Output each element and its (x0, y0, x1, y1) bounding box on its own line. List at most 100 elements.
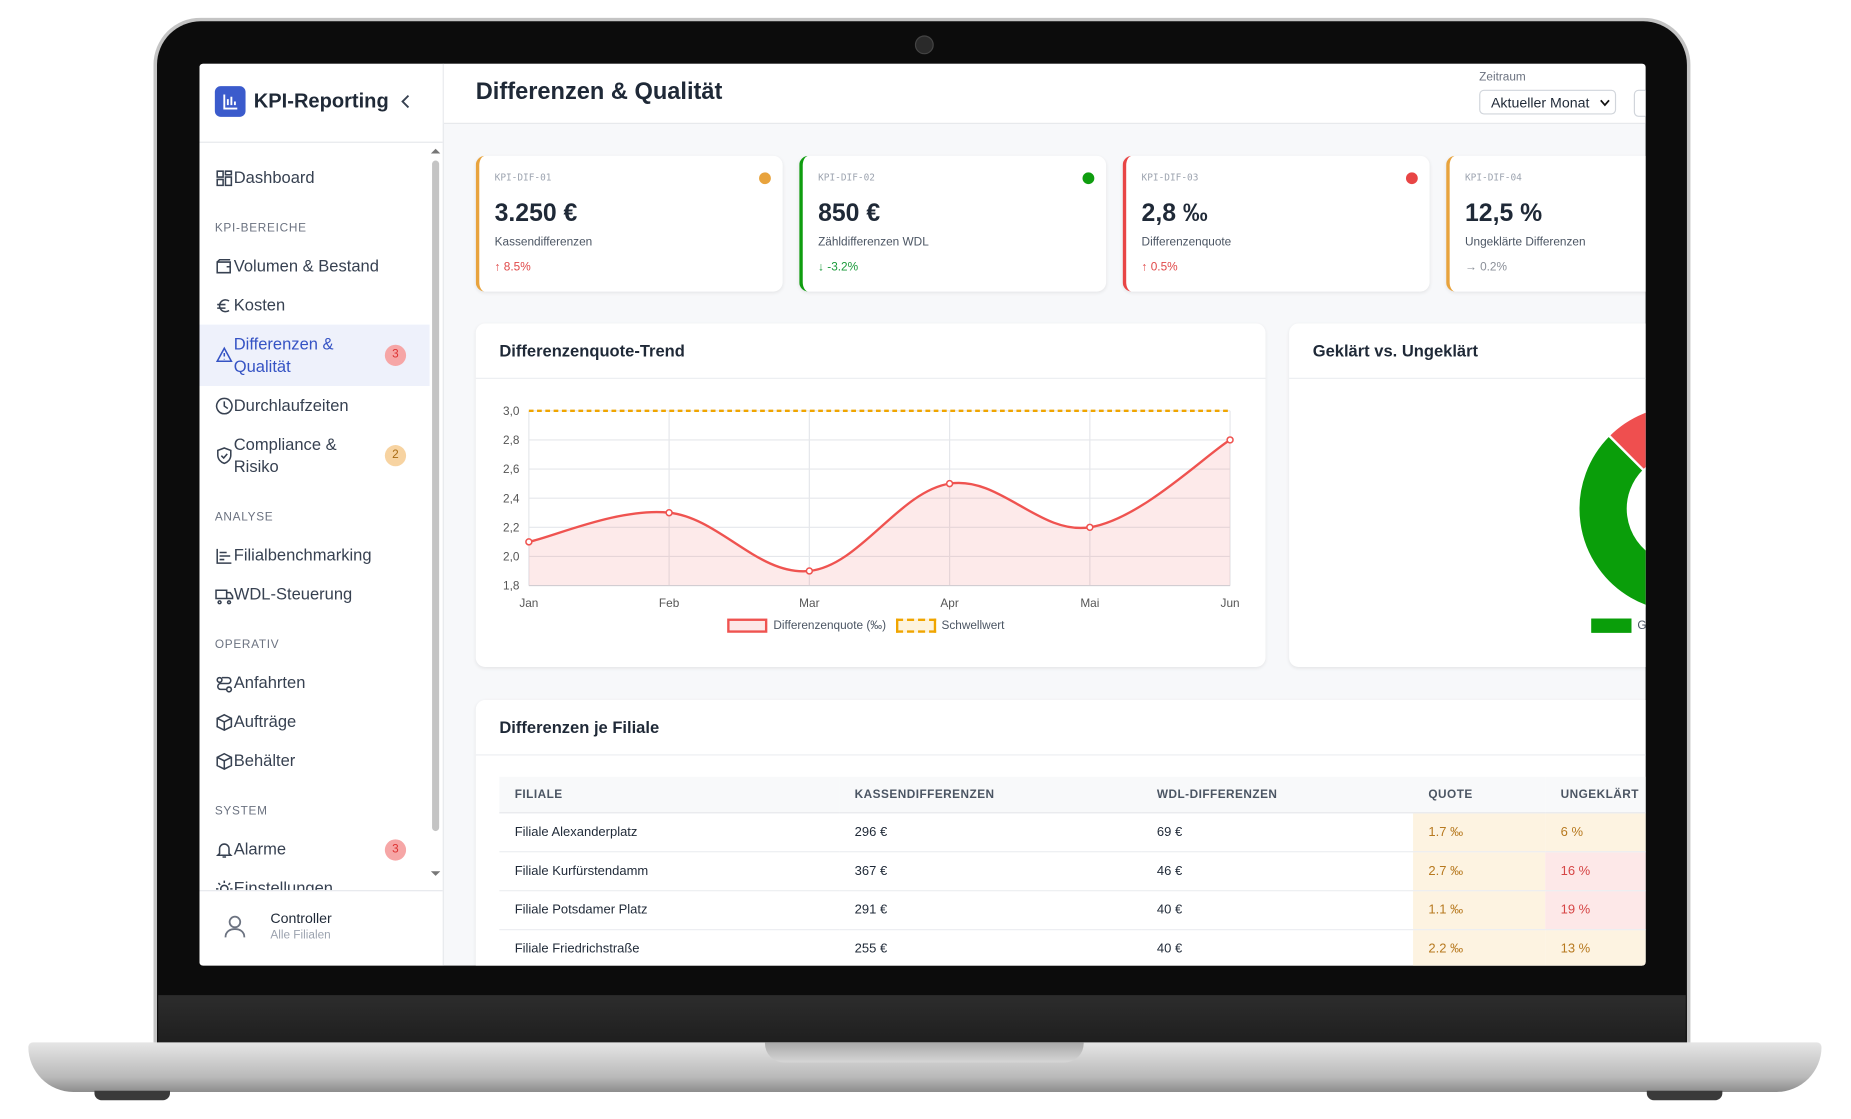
branch-table: FILIALE KASSENDIFFERENZEN WDL-DIFFERENZEN Q… (499, 776, 1646, 966)
kpi-change: ↑ 0.5% (1141, 260, 1178, 274)
table-row[interactable]: Filiale Potsdamer Platz 291 €40 €1.1 ‰ 19 … (499, 890, 1646, 931)
nav-icon (216, 752, 233, 770)
table-cell: 255 € (839, 929, 1142, 966)
legend-label: Differenzenquote (‰) (773, 619, 887, 633)
legend-label: Geklärt (1637, 619, 1645, 632)
nav-badge: 3 (384, 344, 407, 366)
icon-shape (215, 397, 233, 414)
table-cell: 19 % (1545, 890, 1646, 931)
nav-item[interactable]: Anfahrten (200, 663, 430, 702)
icon-shape (216, 676, 233, 692)
line-chart: 1,8 2,0 2,2 2,4 2,6 2,8 3,0 Jan Feb Mar Apr Mai Jun (503, 404, 1240, 610)
nav-icon (215, 588, 234, 604)
nav-item[interactable]: Kosten (200, 286, 430, 325)
nav-item[interactable]: Alarme 3 (200, 830, 430, 869)
second-filter[interactable] (1633, 89, 1646, 117)
table-row[interactable]: Filiale Alexanderplatz 296 €69 €1.7 ‰ 6 % (499, 812, 1646, 853)
y-tick-label: 2,8 (503, 433, 520, 447)
scroll-down[interactable] (430, 869, 441, 878)
nav-label: Aufträge (233, 711, 297, 731)
icon-shape (215, 588, 234, 604)
icon-shape (216, 752, 233, 770)
table-cell: 2.2 ‰ (1413, 929, 1546, 966)
table-header: FILIALE KASSENDIFFERENZEN WDL-DIFFERENZEN Q… (499, 776, 1646, 814)
user-icon (224, 915, 246, 938)
data-point (525, 538, 533, 546)
nav-item[interactable]: Compliance & Risiko 2 (200, 425, 430, 486)
brand-glyph (223, 94, 238, 110)
camera (914, 35, 934, 55)
brand: KPI-Reporting (199, 64, 443, 143)
nav-section-title: SYSTEM (214, 805, 268, 819)
nav-label: WDL-Steuerung (233, 584, 353, 604)
brand-name: KPI-Reporting (253, 89, 389, 113)
nav-icon (215, 346, 233, 363)
nav-item[interactable]: Aufträge (200, 702, 430, 741)
kpi-label: Differenzenquote (1141, 236, 1232, 250)
nav-item[interactable]: Volumen & Bestand (200, 247, 430, 286)
period-select[interactable]: Aktueller Monat (1479, 89, 1617, 115)
kpi-card: KPI-DIF-04 12,5 % Ungeklärte Differenzen → … (1446, 155, 1646, 292)
collapse-button[interactable] (398, 92, 415, 111)
table-cell: 16 % (1545, 851, 1646, 892)
table-cell: 1.1 ‰ (1413, 890, 1546, 931)
kpi-status-dot (1405, 172, 1418, 185)
nav-item[interactable]: Einstellungen (200, 869, 430, 891)
icon-shape (216, 713, 233, 731)
kpi-value: 850 € (818, 199, 881, 227)
page-title: Differenzen & Qualität (475, 79, 723, 106)
legend-entry[interactable]: Differenzenquote (‰) (727, 618, 887, 633)
nav: Dashboard KPI-BEREICHE Volumen & Bestand Ko… (199, 142, 430, 891)
table-row[interactable]: Filiale Friedrichstraße 255 €40 €2.2 ‰ 13 … (499, 929, 1646, 966)
table-cell: 2.7 ‰ (1413, 851, 1546, 892)
legend-entry[interactable]: Geklärt (1591, 618, 1646, 633)
nav-item[interactable]: Durchlaufzeiten (200, 386, 430, 425)
donut-slice (1577, 433, 1646, 608)
table-cell: Filiale Alexanderplatz (499, 812, 840, 853)
screen: KPI-Reporting Dashboard KPI-BEREICHE Volum… (199, 63, 1646, 966)
data-point (805, 567, 814, 575)
legend-swatch (1591, 618, 1632, 633)
scroll-thumb[interactable] (432, 160, 440, 832)
table-cell: 367 € (839, 851, 1142, 892)
header: Differenzen & Qualität Zeitraum Aktuelle… (443, 63, 1646, 124)
kpi-status-dot (759, 172, 771, 185)
icon-shape (215, 842, 233, 858)
laptop-hinge (158, 995, 1686, 1045)
nav-icon (216, 258, 231, 273)
x-tick-label: Mai (1080, 596, 1099, 610)
kpi-label: Ungeklärte Differenzen (1465, 236, 1586, 250)
table-cell: 40 € (1141, 929, 1414, 966)
area (528, 439, 1231, 586)
legend-label: Schwellwert (941, 619, 1005, 633)
y-tick-label: 2,4 (503, 491, 520, 505)
x-tick-label: Jan (519, 596, 538, 610)
card-title: Differenzen je Filiale (499, 717, 660, 737)
select-caret (1600, 99, 1610, 107)
nav-item[interactable]: Filialbenchmarking (200, 536, 430, 575)
donut-slice (1607, 410, 1646, 473)
legend-entry[interactable]: Schwellwert (895, 618, 1005, 633)
column-header: KASSENDIFFERENZEN (839, 776, 1142, 814)
column-header: FILIALE (499, 776, 840, 814)
icon-shape (216, 258, 231, 273)
nav-item[interactable]: Dashboard (200, 158, 430, 197)
nav-section-title: OPERATIV (214, 638, 280, 652)
scroll-up[interactable] (430, 146, 441, 155)
nav-item[interactable]: WDL-Steuerung (200, 575, 430, 614)
table-body: Filiale Alexanderplatz 296 €69 €1.7 ‰ 6 % F… (499, 812, 1646, 966)
card-title: Geklärt vs. Ungeklärt (1312, 341, 1479, 361)
data-point (945, 479, 954, 488)
kpi-code: KPI-DIF-04 (1465, 172, 1522, 183)
nav-label: Compliance & Risiko (233, 434, 337, 476)
kpi-label: Kassendifferenzen (494, 236, 593, 250)
kpi-change: ↓ -3.2% (818, 260, 859, 274)
data-point (665, 509, 673, 517)
table-row[interactable]: Filiale Kurfürstendamm 367 €46 €2.7 ‰ 16 % (499, 851, 1646, 892)
x-tick-label: Mar (799, 596, 819, 610)
nav-label: Einstellungen (233, 878, 333, 891)
user-panel[interactable]: Controller Alle Filialen (199, 890, 443, 966)
nav-item[interactable]: Behälter (200, 741, 430, 780)
nav-item[interactable]: Differenzen & Qualität 3 (199, 324, 430, 387)
